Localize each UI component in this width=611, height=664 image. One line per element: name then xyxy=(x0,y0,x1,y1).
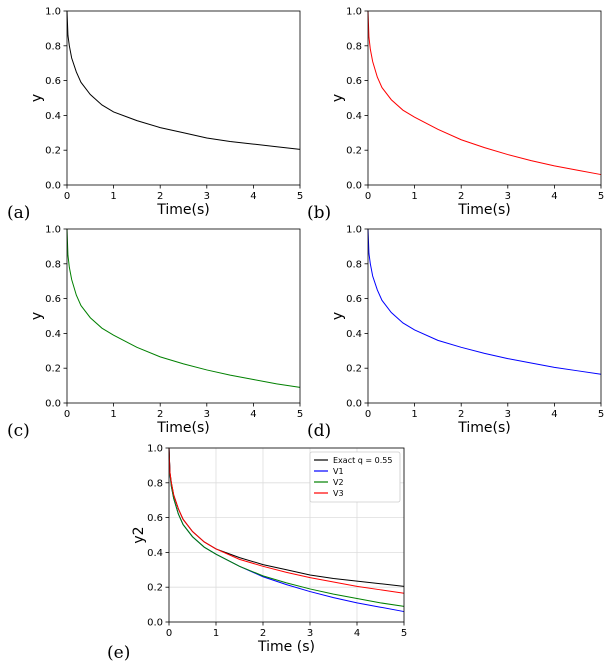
panel-label: (c) xyxy=(7,421,30,441)
x-axis-label: Time(s) xyxy=(457,420,510,436)
y-tick-label: 0.8 xyxy=(45,259,61,270)
y-tick-label: 0.0 xyxy=(147,618,163,629)
y-tick-label: 0.8 xyxy=(147,478,163,489)
legend-entry: Exact q = 0.55 xyxy=(333,456,392,465)
y-tick-label: 1.0 xyxy=(346,225,362,236)
x-tick-label: 5 xyxy=(598,191,604,202)
x-tick-label: 4 xyxy=(354,628,360,639)
x-tick-label: 2 xyxy=(458,191,464,202)
y-tick-label: 0.6 xyxy=(346,76,362,87)
axes-frame xyxy=(168,447,405,623)
x-tick-label: 0 xyxy=(365,409,371,420)
x-tick-label: 0 xyxy=(64,191,70,202)
panel-label: (a) xyxy=(7,203,30,223)
y-tick-label: 0.6 xyxy=(346,294,362,305)
y-tick-label: 0.4 xyxy=(346,329,362,340)
y-tick-label: 0.2 xyxy=(45,364,61,375)
x-tick-label: 1 xyxy=(110,409,116,420)
y-axis-label: y xyxy=(330,312,346,320)
chart-panel-5: 0 1 2 3 4 5 0.0 0.2 0.4 0.6 0.8 1.0 Time (s) y2 (e) Exa… xyxy=(107,444,407,664)
x-axis-label: Time(s) xyxy=(156,202,209,218)
panel-label: (d) xyxy=(307,421,331,441)
x-tick-label: 3 xyxy=(505,409,511,420)
y-tick-label: 0.2 xyxy=(45,146,61,157)
series-line-1 xyxy=(66,228,301,388)
x-tick-label: 5 xyxy=(598,409,604,420)
x-axis-label: Time (s) xyxy=(257,639,315,655)
y-tick-label: 0.4 xyxy=(346,111,362,122)
x-tick-label: 3 xyxy=(505,191,511,202)
y-tick-label: 1.0 xyxy=(147,444,163,455)
x-axis-label: Time(s) xyxy=(457,202,510,218)
legend: Exact q = 0.55 V1 V2 V3 xyxy=(309,451,401,503)
y-tick-label: 0.8 xyxy=(346,259,362,270)
axes-frame xyxy=(367,228,602,404)
y-tick-label: 0.8 xyxy=(45,41,61,52)
y-axis-label: y2 xyxy=(131,526,147,543)
series-line-1 xyxy=(367,228,602,375)
x-tick-label: 3 xyxy=(204,409,210,420)
x-tick-label: 5 xyxy=(297,409,303,420)
y-tick-label: 1.0 xyxy=(45,225,61,236)
axes-frame xyxy=(367,10,602,186)
chart-panel-1: 0 1 2 3 4 5 0.0 0.2 0.4 0.6 0.8 1.0 Time(s) y (a) xyxy=(7,7,303,224)
x-tick-label: 1 xyxy=(110,191,116,202)
y-tick-label: 0.0 xyxy=(346,399,362,410)
x-tick-label: 2 xyxy=(458,409,464,420)
series-line-3 xyxy=(168,447,405,607)
x-tick-label: 2 xyxy=(157,191,163,202)
axes-frame xyxy=(66,228,301,404)
x-tick-label: 5 xyxy=(401,628,407,639)
x-tick-label: 4 xyxy=(551,191,557,202)
x-tick-label: 1 xyxy=(213,628,219,639)
chart-panel-4: 0 1 2 3 4 5 0.0 0.2 0.4 0.6 0.8 1.0 Time(s) y (d) xyxy=(307,225,604,442)
x-tick-label: 3 xyxy=(204,191,210,202)
series-line-1 xyxy=(66,10,301,150)
x-tick-label: 2 xyxy=(260,628,266,639)
x-tick-label: 2 xyxy=(157,409,163,420)
y-tick-label: 0.4 xyxy=(147,548,163,559)
y-axis-label: y xyxy=(29,312,45,320)
legend-entry: V1 xyxy=(333,467,344,476)
legend-box xyxy=(309,451,401,503)
y-tick-label: 0.6 xyxy=(147,513,163,524)
y-tick-label: 0.6 xyxy=(45,294,61,305)
y-tick-label: 0.0 xyxy=(346,181,362,192)
x-tick-label: 0 xyxy=(64,409,70,420)
y-tick-label: 1.0 xyxy=(45,7,61,18)
y-tick-label: 0.0 xyxy=(45,399,61,410)
y-tick-label: 0.4 xyxy=(45,329,61,340)
chart-panel-2: 0 1 2 3 4 5 0.0 0.2 0.4 0.6 0.8 1.0 Time(s) y (b) xyxy=(307,7,604,224)
y-tick-label: 0.6 xyxy=(45,76,61,87)
series-line-1 xyxy=(367,10,602,176)
x-tick-label: 1 xyxy=(411,409,417,420)
y-axis-label: y xyxy=(330,94,346,102)
y-tick-label: 1.0 xyxy=(346,7,362,18)
axes-frame xyxy=(66,10,301,186)
y-tick-label: 0.2 xyxy=(346,364,362,375)
x-tick-label: 0 xyxy=(365,191,371,202)
x-tick-label: 4 xyxy=(250,191,256,202)
y-tick-label: 0.4 xyxy=(45,111,61,122)
panel-label: (b) xyxy=(307,203,331,223)
x-tick-label: 5 xyxy=(297,191,303,202)
legend-entry: V3 xyxy=(333,489,344,498)
x-tick-label: 3 xyxy=(307,628,313,639)
chart-panel-3: 0 1 2 3 4 5 0.0 0.2 0.4 0.6 0.8 1.0 Time(s) y (c) xyxy=(7,225,303,442)
x-axis-label: Time(s) xyxy=(156,420,209,436)
x-tick-label: 4 xyxy=(250,409,256,420)
legend-entry: V2 xyxy=(333,478,344,487)
x-tick-label: 1 xyxy=(411,191,417,202)
x-tick-label: 4 xyxy=(551,409,557,420)
y-tick-label: 0.0 xyxy=(45,181,61,192)
series-line-4 xyxy=(168,447,405,594)
y-tick-label: 0.8 xyxy=(346,41,362,52)
panel-label: (e) xyxy=(107,643,130,663)
y-tick-label: 0.2 xyxy=(346,146,362,157)
y-axis-label: y xyxy=(29,94,45,102)
y-tick-label: 0.2 xyxy=(147,583,163,594)
x-tick-label: 0 xyxy=(166,628,172,639)
